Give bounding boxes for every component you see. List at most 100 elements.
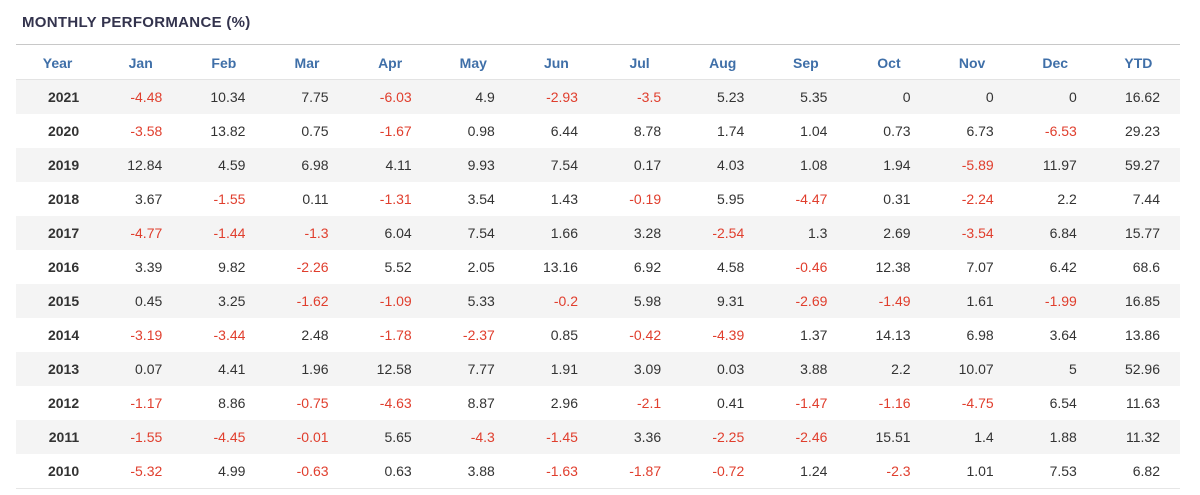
year-cell: 2015 bbox=[47, 293, 80, 309]
value-cell: -0.19 bbox=[629, 191, 662, 207]
value-cell: 52.96 bbox=[1124, 361, 1160, 377]
value-cell: 1.61 bbox=[966, 293, 994, 309]
column-header-aug: Aug bbox=[681, 44, 765, 80]
year-cell: 2011 bbox=[48, 429, 80, 445]
value-cell: -2.26 bbox=[296, 259, 329, 275]
value-cell: 1.94 bbox=[883, 157, 911, 173]
value-cell: 6.73 bbox=[966, 123, 994, 139]
value-cell: -0.72 bbox=[712, 463, 745, 479]
value-cell: 4.11 bbox=[385, 157, 412, 173]
value-cell: -1.63 bbox=[546, 463, 578, 479]
value-cell: 4.58 bbox=[717, 259, 745, 275]
value-cell: -0.75 bbox=[296, 395, 329, 411]
value-cell: 11.32 bbox=[1126, 429, 1160, 445]
value-cell: -5.32 bbox=[130, 463, 163, 479]
value-cell: 4.03 bbox=[717, 157, 745, 173]
value-cell: 29.23 bbox=[1124, 123, 1160, 139]
column-header-mar: Mar bbox=[265, 44, 349, 80]
column-header-may: May bbox=[431, 44, 515, 80]
value-cell: 13.16 bbox=[542, 259, 578, 275]
table-row: 2015 0.45 3.25 -1.62 -1.09 5.33 -0.2 5.98 9.31 -2… bbox=[16, 284, 1180, 318]
value-cell: 0 bbox=[1069, 89, 1077, 105]
column-header-jun: Jun bbox=[514, 44, 598, 80]
value-cell: 1.04 bbox=[800, 123, 828, 139]
value-cell: 0.73 bbox=[883, 123, 911, 139]
value-cell: 8.78 bbox=[633, 123, 662, 139]
table-row: 2011 -1.55 -4.45 -0.01 5.65 -4.3 -1.45 3.36 -2.2… bbox=[16, 420, 1180, 454]
value-cell: -2.1 bbox=[637, 395, 662, 411]
value-cell: 7.54 bbox=[467, 225, 495, 241]
value-cell: -1.44 bbox=[213, 225, 246, 241]
year-cell: 2012 bbox=[47, 395, 80, 411]
value-cell: -3.5 bbox=[637, 89, 662, 105]
value-cell: 4.9 bbox=[475, 89, 495, 105]
value-cell: 16.85 bbox=[1124, 293, 1160, 309]
value-cell: 6.54 bbox=[1049, 395, 1077, 411]
value-cell: 9.31 bbox=[717, 293, 745, 309]
value-cell: 2.2 bbox=[1057, 191, 1077, 207]
value-cell: 3.36 bbox=[633, 429, 662, 445]
value-cell: 3.67 bbox=[135, 191, 163, 207]
value-cell: 3.28 bbox=[633, 225, 662, 241]
value-cell: -2.46 bbox=[795, 429, 828, 445]
value-cell: 13.82 bbox=[210, 123, 246, 139]
column-header-feb: Feb bbox=[182, 44, 266, 80]
value-cell: 4.99 bbox=[218, 463, 246, 479]
value-cell: -2.24 bbox=[961, 191, 994, 207]
value-cell: -2.3 bbox=[886, 463, 911, 479]
value-cell: -4.45 bbox=[213, 429, 246, 445]
value-cell: 1.3 bbox=[807, 225, 828, 241]
value-cell: 0.98 bbox=[467, 123, 495, 139]
value-cell: 5.65 bbox=[384, 429, 412, 445]
year-cell: 2018 bbox=[47, 191, 80, 207]
value-cell: -1.78 bbox=[379, 327, 412, 343]
value-cell: -2.37 bbox=[462, 327, 495, 343]
value-cell: 3.88 bbox=[800, 361, 828, 377]
year-cell: 2014 bbox=[47, 327, 80, 343]
value-cell: 0.17 bbox=[633, 157, 662, 173]
value-cell: -4.63 bbox=[379, 395, 412, 411]
column-header-jul: Jul bbox=[597, 44, 682, 80]
value-cell: -1.99 bbox=[1044, 293, 1077, 309]
table-header: Year Jan Feb Mar Apr May Jun Jul Aug Sep Oct Nov Dec… bbox=[16, 44, 1180, 80]
value-cell: 0.63 bbox=[384, 463, 412, 479]
value-cell: 3.39 bbox=[135, 259, 163, 275]
value-cell: 1.4 bbox=[974, 429, 994, 445]
value-cell: -1.17 bbox=[130, 395, 163, 411]
value-cell: 3.88 bbox=[467, 463, 495, 479]
value-cell: 0 bbox=[985, 89, 994, 105]
value-cell: 0.03 bbox=[717, 361, 745, 377]
value-cell: 3.64 bbox=[1049, 327, 1077, 343]
page-title: MONTHLY PERFORMANCE (%) bbox=[22, 14, 251, 31]
value-cell: 15.51 bbox=[875, 429, 911, 445]
value-cell: -4.75 bbox=[961, 395, 994, 411]
value-cell: 13.86 bbox=[1124, 327, 1160, 343]
column-header-oct: Oct bbox=[847, 44, 931, 80]
value-cell: -4.39 bbox=[712, 327, 745, 343]
table-row: 2014 -3.19 -3.44 2.48 -1.78 -2.37 0.85 -0.42 -4.… bbox=[16, 318, 1180, 352]
value-cell: 0.75 bbox=[301, 123, 329, 139]
value-cell: 6.92 bbox=[633, 259, 662, 275]
year-cell: 2017 bbox=[47, 225, 80, 241]
value-cell: 11.97 bbox=[1042, 157, 1077, 173]
value-cell: 5.95 bbox=[717, 191, 745, 207]
value-cell: -1.67 bbox=[379, 123, 412, 139]
value-cell: 0.07 bbox=[135, 361, 163, 377]
value-cell: -1.55 bbox=[213, 191, 246, 207]
year-cell: 2021 bbox=[47, 89, 80, 105]
value-cell: -2.93 bbox=[546, 89, 578, 105]
value-cell: 8.87 bbox=[467, 395, 495, 411]
value-cell: 1.88 bbox=[1049, 429, 1077, 445]
column-header-nov: Nov bbox=[930, 44, 1014, 80]
value-cell: -5.89 bbox=[961, 157, 994, 173]
value-cell: 68.6 bbox=[1132, 259, 1160, 275]
column-header-jan: Jan bbox=[99, 44, 183, 80]
table-row: 2020 -3.58 13.82 0.75 -1.67 0.98 6.44 8.78 1.74 1… bbox=[16, 114, 1180, 148]
value-cell: -2.25 bbox=[712, 429, 745, 445]
value-cell: 3.09 bbox=[633, 361, 662, 377]
value-cell: -1.49 bbox=[878, 293, 911, 309]
value-cell: -1.09 bbox=[379, 293, 412, 309]
table-row: 2013 0.07 4.41 1.96 12.58 7.77 1.91 3.09 0.03 3.8… bbox=[16, 352, 1180, 386]
table-row: 2018 3.67 -1.55 0.11 -1.31 3.54 1.43 -0.19 5.95 -… bbox=[16, 182, 1180, 216]
value-cell: -3.19 bbox=[130, 327, 163, 343]
